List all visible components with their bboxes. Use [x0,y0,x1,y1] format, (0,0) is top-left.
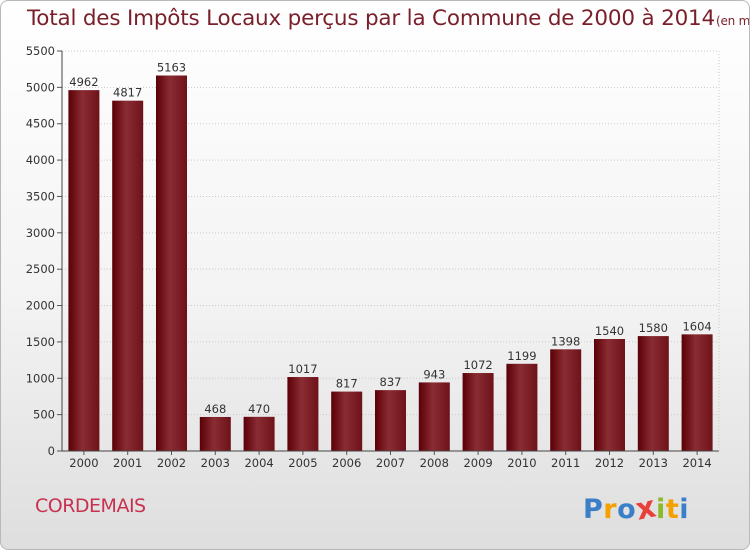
y-tick-label: 4500 [26,117,55,131]
bars [68,75,713,452]
bar-2006 [331,391,363,451]
data-label-2009: 1072 [463,358,492,372]
y-tick-label: 5500 [26,44,55,58]
data-label-2014: 1604 [682,319,711,333]
bar-2003 [199,416,231,451]
x-tick-label-2010: 2010 [507,456,536,470]
data-label-2005: 1017 [288,362,317,376]
x-axis-ticks: 2000 2001 2002 2003 2004 2005 2006 2007 2008 2009… [69,451,712,470]
data-labels: 4962 4817 5163 468 470 1017 817 837 943 1072 1199 1… [69,61,711,416]
data-label-2007: 837 [380,375,402,389]
bar-2007 [375,390,406,451]
logo-letter: i [656,494,666,525]
y-tick-label: 2500 [26,262,55,276]
y-tick-label: 2000 [26,299,55,313]
data-label-2003: 468 [204,402,226,416]
x-tick-label-2013: 2013 [639,456,668,470]
logo-letter: P [583,494,604,525]
x-tick-label-2000: 2000 [69,456,98,470]
x-tick-label-2004: 2004 [244,456,273,470]
data-label-2002: 5163 [157,61,186,75]
y-tick-label: 3500 [26,189,55,203]
proxiti-logo: Proxiti [583,489,689,527]
x-tick-label-2008: 2008 [420,456,449,470]
x-tick-label-2014: 2014 [682,456,711,470]
x-tick-label-2011: 2011 [551,456,580,470]
y-tick-label: 5000 [26,80,55,94]
x-tick-label-2012: 2012 [595,456,624,470]
y-tick-label: 1500 [26,335,55,349]
y-tick-label: 0 [48,444,55,458]
data-label-2013: 1580 [639,321,668,335]
x-tick-label-2002: 2002 [157,456,186,470]
y-tick-label: 4000 [26,153,55,167]
bar-2004 [243,416,275,451]
bar-2005 [287,377,319,451]
x-tick-label-2005: 2005 [288,456,317,470]
data-label-2011: 1398 [551,334,580,348]
data-label-2006: 817 [336,377,358,391]
y-tick-label: 500 [33,408,55,422]
y-tick-label: 3000 [26,226,55,240]
bar-2001 [112,100,144,451]
bar-2002 [156,75,187,451]
bar-2010 [506,363,538,451]
commune-name: CORDEMAIS [35,495,146,517]
axes [61,51,720,452]
bar-2008 [418,382,450,451]
bar-2013 [637,336,669,451]
chart-title-unit: (en milliers d'€) [716,14,750,28]
y-tick-label: 1000 [26,371,55,385]
logo-letter: o [617,494,637,525]
data-label-2000: 4962 [69,75,98,89]
bar-2012 [594,339,625,451]
data-label-2004: 470 [248,402,270,416]
chart-title-text: Total des Impôts Locaux perçus par la Co… [27,6,715,31]
data-label-2008: 943 [423,367,445,381]
logo-letter: r [603,494,618,525]
y-axis-ticks: 0 500 1000 1500 2000 2500 3000 3500 4000 4500 5000… [26,44,62,458]
logo-letter: t [665,494,680,525]
chart-title: Total des Impôts Locaux perçus par la Co… [27,6,750,31]
bar-2011 [550,349,582,451]
bar-2014 [681,334,713,451]
x-tick-label-2009: 2009 [463,456,492,470]
data-label-2012: 1540 [595,324,624,338]
data-label-2001: 4817 [113,86,142,100]
data-label-2010: 1199 [507,349,536,363]
logo-letter: i [679,494,689,525]
x-tick-label-2003: 2003 [201,456,230,470]
x-tick-label-2006: 2006 [332,456,361,470]
bar-2000 [68,90,100,452]
x-tick-label-2007: 2007 [376,456,405,470]
bar-2009 [462,373,494,451]
x-tick-label-2001: 2001 [113,456,142,470]
